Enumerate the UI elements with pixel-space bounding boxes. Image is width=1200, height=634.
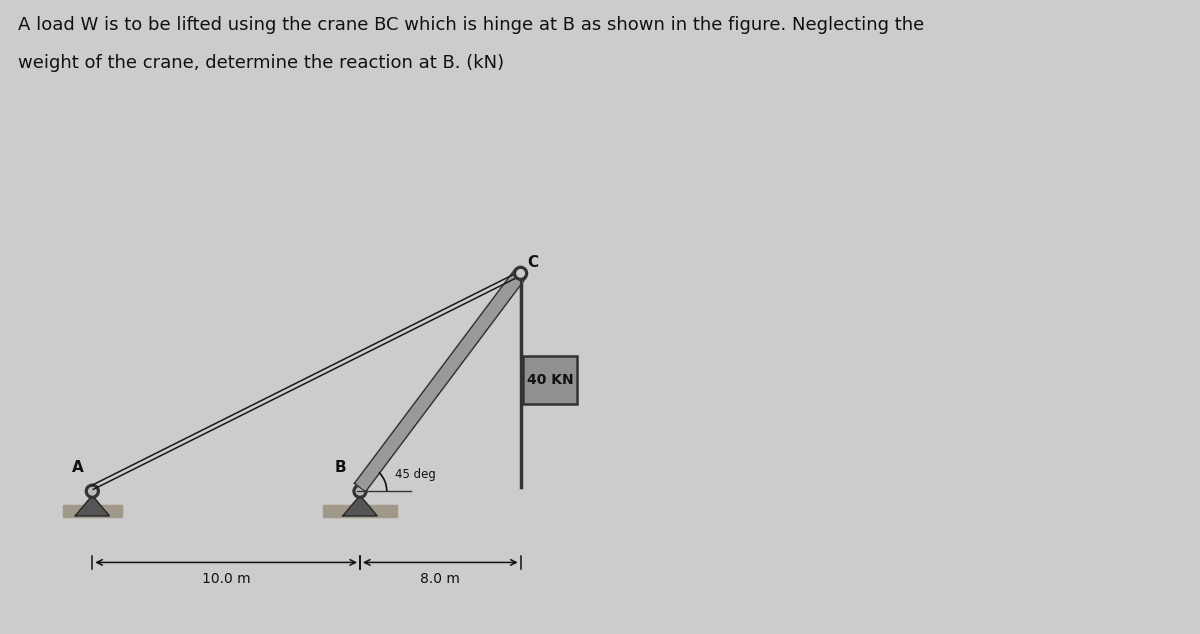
Polygon shape <box>343 496 377 516</box>
Text: 45 deg: 45 deg <box>395 468 436 481</box>
Circle shape <box>517 269 524 277</box>
Circle shape <box>85 484 100 498</box>
Bar <box>62 505 121 517</box>
Circle shape <box>353 484 367 498</box>
Text: 8.0 m: 8.0 m <box>420 572 461 586</box>
Bar <box>323 505 397 517</box>
Circle shape <box>356 488 364 495</box>
Text: 40 KN: 40 KN <box>527 373 574 387</box>
Text: B: B <box>335 460 346 476</box>
FancyBboxPatch shape <box>523 356 577 404</box>
Text: A: A <box>72 460 84 476</box>
Circle shape <box>514 266 528 280</box>
Polygon shape <box>76 496 109 516</box>
Polygon shape <box>354 269 526 491</box>
Text: weight of the crane, determine the reaction at B. (kN): weight of the crane, determine the react… <box>18 54 504 72</box>
Text: 10.0 m: 10.0 m <box>202 572 251 586</box>
Text: A load W is to be lifted using the crane BC which is hinge at B as shown in the : A load W is to be lifted using the crane… <box>18 16 924 34</box>
Circle shape <box>89 488 96 495</box>
Text: C: C <box>527 255 538 270</box>
